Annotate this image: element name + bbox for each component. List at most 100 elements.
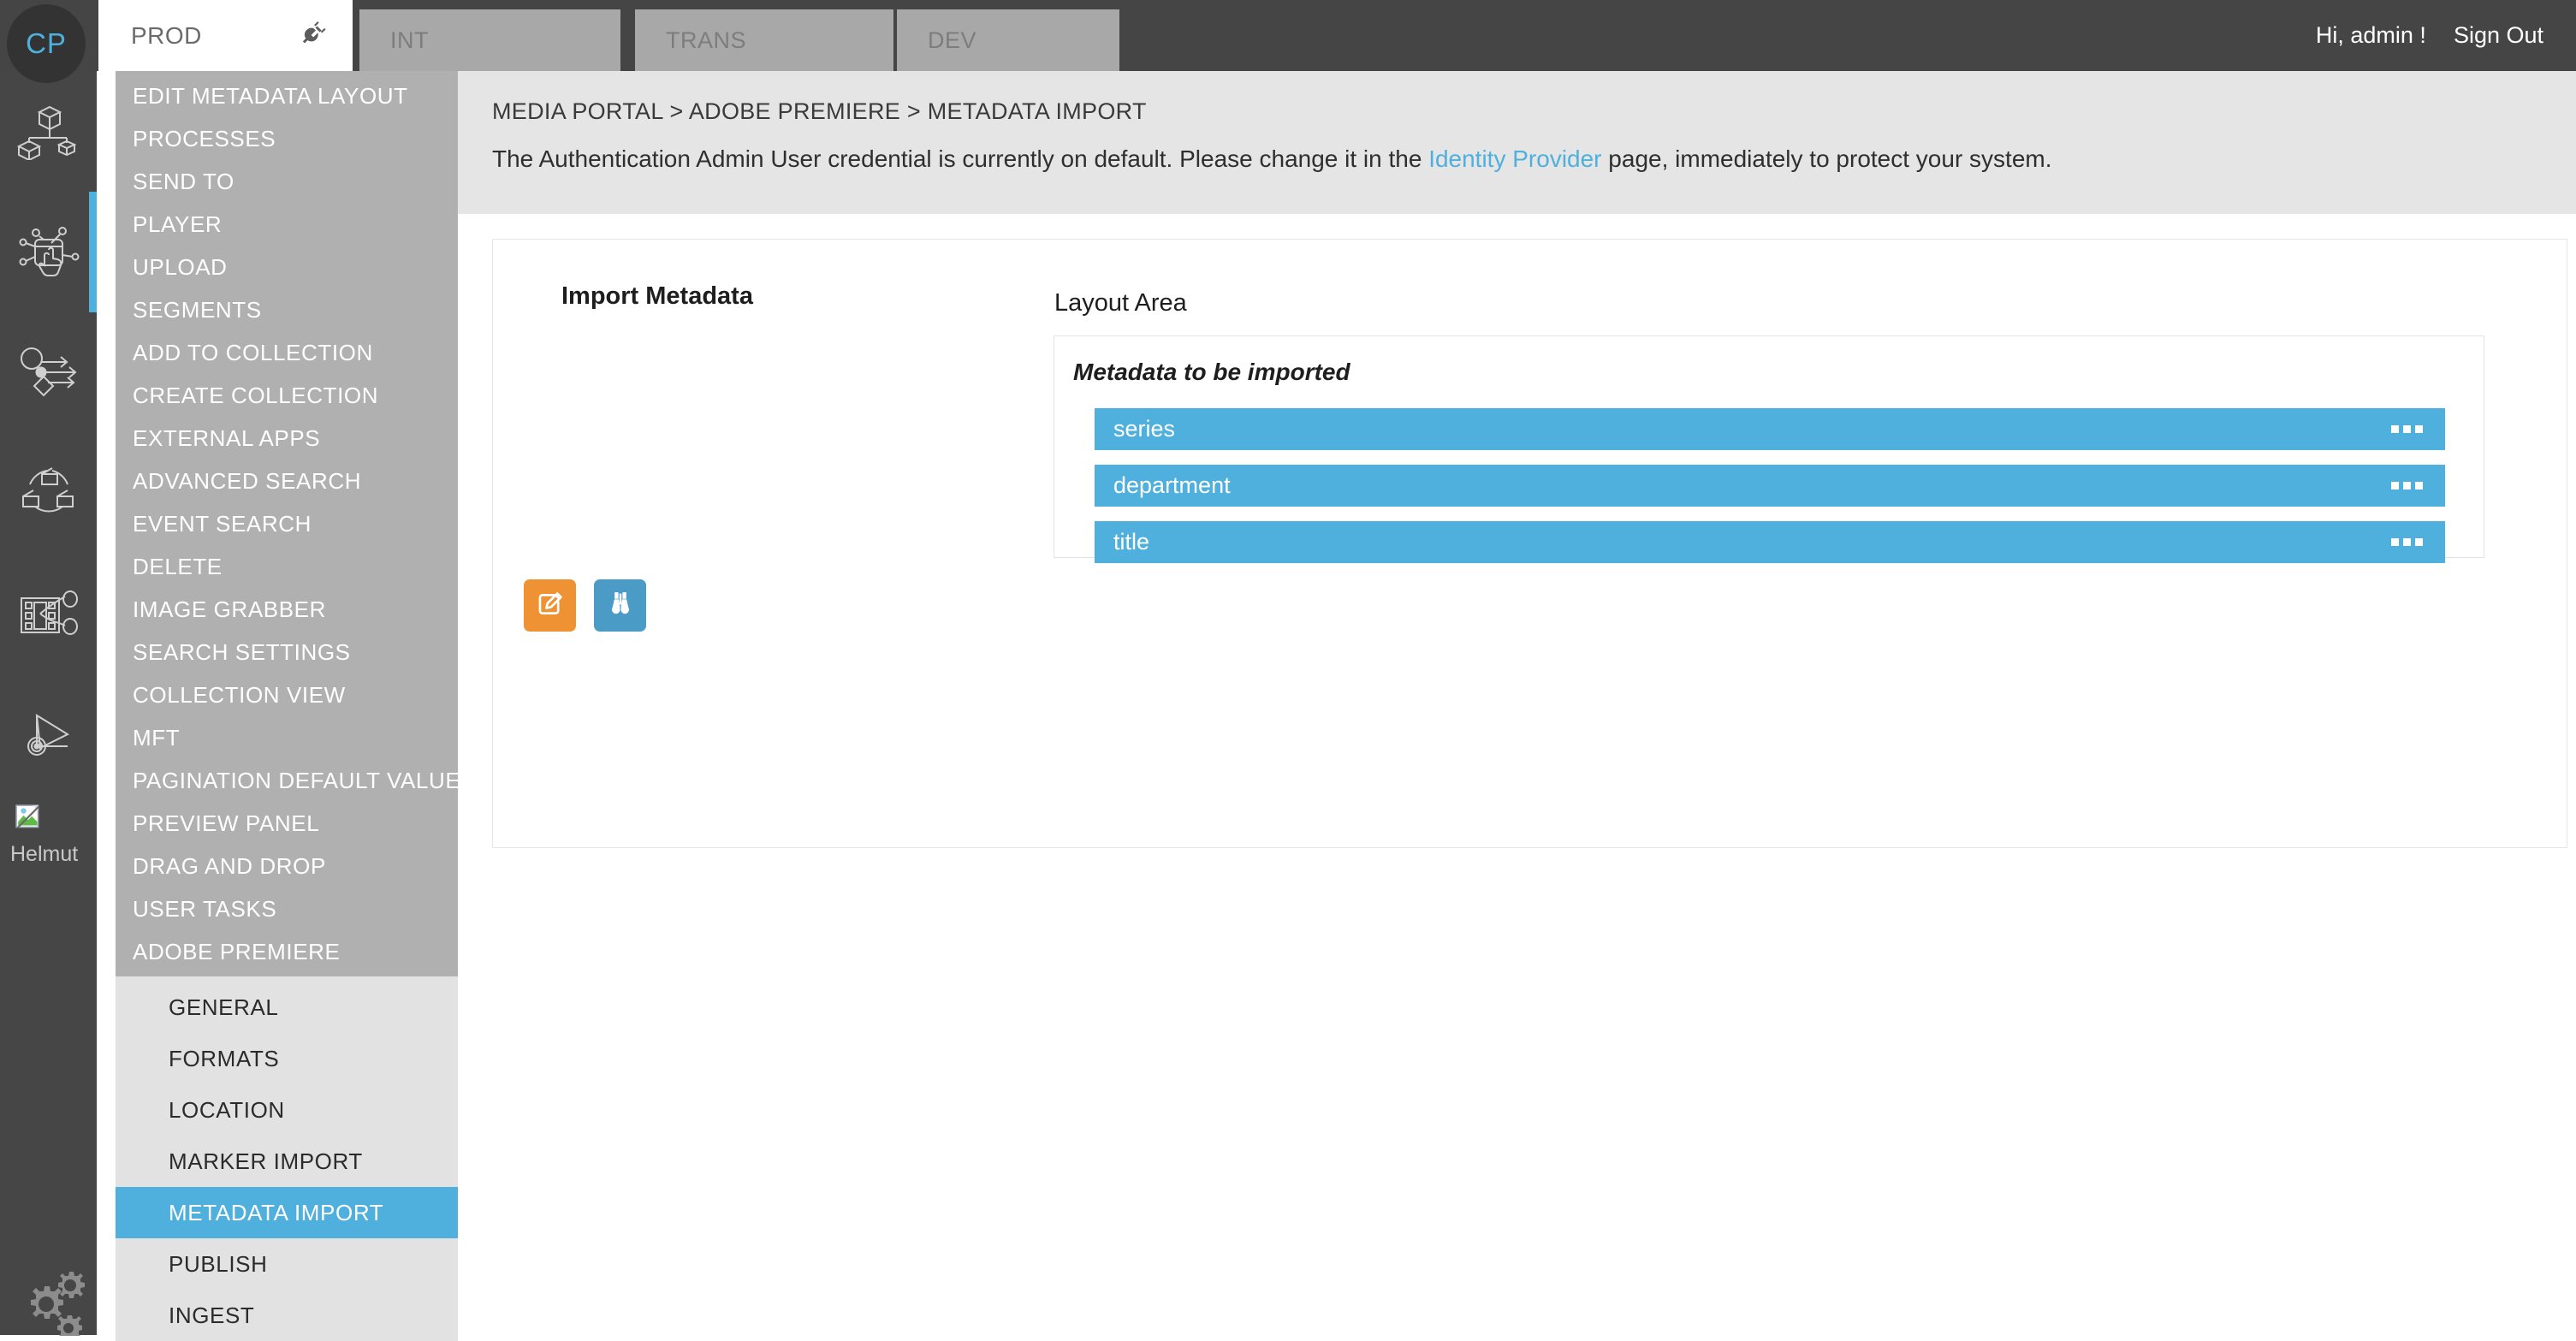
sidebar-item-add-to-collection[interactable]: ADD TO COLLECTION xyxy=(116,331,458,374)
metadata-row[interactable]: series xyxy=(1095,408,2445,450)
rail-item-cubes-network[interactable] xyxy=(0,71,97,192)
sidebar-item-label: EVENT SEARCH xyxy=(133,510,312,537)
notice-bar: MEDIA PORTAL > ADOBE PREMIERE > METADATA… xyxy=(458,71,2576,214)
sidebar-item-label: ADVANCED SEARCH xyxy=(133,467,362,494)
sidebar-item-advanced-search[interactable]: ADVANCED SEARCH xyxy=(116,460,458,502)
sidebar-item-event-search[interactable]: EVENT SEARCH xyxy=(116,502,458,545)
sidebar-item-send-to[interactable]: SEND TO xyxy=(116,160,458,203)
submenu-item-label: FORMATS xyxy=(169,1045,280,1071)
greeting-label: Hi, admin ! xyxy=(2315,22,2426,48)
sign-out-link[interactable]: Sign Out xyxy=(2453,22,2543,48)
submenu-item-label: METADATA IMPORT xyxy=(169,1199,384,1225)
submenu-item-general[interactable]: GENERAL xyxy=(116,982,458,1033)
sidebar-item-mft[interactable]: MFT xyxy=(116,716,458,759)
preview-button[interactable] xyxy=(594,579,646,632)
binoculars-icon xyxy=(606,590,635,621)
gears-icon xyxy=(12,1272,86,1340)
rail-item-helmut[interactable]: Helmut xyxy=(0,795,97,898)
sidebar-item-preview-panel[interactable]: PREVIEW PANEL xyxy=(116,802,458,845)
rail-item-click-interaction[interactable] xyxy=(0,192,97,312)
submenu-item-formats[interactable]: FORMATS xyxy=(116,1033,458,1084)
sidebar-item-search-settings[interactable]: SEARCH SETTINGS xyxy=(116,631,458,673)
content-area: MEDIA PORTAL > ADOBE PREMIERE > METADATA… xyxy=(458,71,2576,1335)
metadata-field-list: series department title xyxy=(1095,408,2445,578)
drag-handle-icon[interactable] xyxy=(2391,482,2423,490)
sidebar-item-label: DRAG AND DROP xyxy=(133,852,326,879)
env-tab-trans-label: TRANS xyxy=(666,27,747,53)
sidebar-item-edit-metadata-layout[interactable]: EDIT METADATA LAYOUT xyxy=(116,74,458,117)
plug-icon xyxy=(301,20,329,51)
marker-playhead-icon xyxy=(18,709,80,762)
sidebar-item-user-tasks[interactable]: USER TASKS xyxy=(116,887,458,930)
drag-handle-icon[interactable] xyxy=(2391,538,2423,546)
sidebar-item-label: EXTERNAL APPS xyxy=(133,424,321,451)
sidebar-item-player[interactable]: PLAYER xyxy=(116,203,458,246)
layout-area-title: Layout Area xyxy=(1054,289,1187,317)
notice-text-after: page, immediately to protect your system… xyxy=(1601,145,2052,172)
env-tab-trans[interactable]: TRANS xyxy=(635,9,893,71)
rail-item-workflow-arrows[interactable] xyxy=(0,312,97,433)
metadata-row[interactable]: department xyxy=(1095,465,2445,507)
rail-item-marker-playhead[interactable] xyxy=(0,674,97,795)
submenu-item-ingest[interactable]: INGEST xyxy=(116,1290,458,1341)
settings-gears-button[interactable] xyxy=(12,1262,86,1340)
sidebar-item-label: SEARCH SETTINGS xyxy=(133,638,351,665)
sidebar-item-adobe-premiere[interactable]: ADOBE PREMIERE xyxy=(116,930,458,973)
brand-label: CP xyxy=(26,27,67,59)
identity-provider-link[interactable]: Identity Provider xyxy=(1428,145,1602,172)
submenu-item-marker-import[interactable]: MARKER IMPORT xyxy=(116,1136,458,1187)
action-button-group xyxy=(524,579,646,632)
sidebar-item-label: SEND TO xyxy=(133,168,234,194)
sidebar-item-delete[interactable]: DELETE xyxy=(116,545,458,588)
sidebar-item-create-collection[interactable]: CREATE COLLECTION xyxy=(116,374,458,417)
sidebar-item-drag-and-drop[interactable]: DRAG AND DROP xyxy=(116,845,458,887)
sidebar-item-label: DELETE xyxy=(133,553,223,579)
metadata-row[interactable]: title xyxy=(1095,521,2445,563)
sidebar-item-label: PLAYER xyxy=(133,211,223,237)
sidebar-item-processes[interactable]: PROCESSES xyxy=(116,117,458,160)
sidebar-menu: EDIT METADATA LAYOUT PROCESSES SEND TO PLAY… xyxy=(116,71,460,1341)
brand-logo[interactable]: CP xyxy=(7,4,86,83)
workflow-arrows-icon xyxy=(15,347,82,400)
sidebar-item-collection-view[interactable]: COLLECTION VIEW xyxy=(116,673,458,716)
breadcrumb: MEDIA PORTAL > ADOBE PREMIERE > METADATA… xyxy=(492,98,1147,124)
sidebar-item-pagination-default-value[interactable]: PAGINATION DEFAULT VALUE xyxy=(116,759,460,802)
sidebar-item-label: IMAGE GRABBER xyxy=(133,596,326,622)
submenu-item-label: MARKER IMPORT xyxy=(169,1148,363,1174)
sidebar-item-upload[interactable]: UPLOAD xyxy=(116,246,458,288)
submenu-item-publish[interactable]: PUBLISH xyxy=(116,1238,458,1290)
sidebar-item-external-apps[interactable]: EXTERNAL APPS xyxy=(116,417,458,460)
sidebar-item-label: ADD TO COLLECTION xyxy=(133,339,373,365)
sidebar-item-label: PREVIEW PANEL xyxy=(133,810,320,836)
env-tab-prod[interactable]: PROD xyxy=(98,0,353,71)
import-metadata-title: Import Metadata xyxy=(561,282,753,310)
layout-panel: Metadata to be imported series department… xyxy=(1054,335,2484,563)
env-tab-prod-label: PROD xyxy=(131,21,202,49)
sidebar-item-label: PROCESSES xyxy=(133,125,276,151)
sidebar-item-label: ADOBE PREMIERE xyxy=(133,938,341,964)
sidebar-item-label: USER TASKS xyxy=(133,895,277,922)
rail-item-transcode-cycle[interactable] xyxy=(0,433,97,554)
submenu-item-metadata-import[interactable]: METADATA IMPORT xyxy=(116,1187,458,1238)
sidebar-item-image-grabber[interactable]: IMAGE GRABBER xyxy=(116,588,458,631)
sidebar-item-label: COLLECTION VIEW xyxy=(133,681,346,708)
rail-item-helmut-label: Helmut xyxy=(10,842,79,866)
top-bar: PROD INT TRANS DEV Hi, admin ! Sign Out xyxy=(0,0,2576,71)
edit-button[interactable] xyxy=(524,579,576,632)
rail-item-film-scissors[interactable] xyxy=(0,554,97,674)
transcode-cycle-icon xyxy=(18,466,80,520)
metadata-import-card: Import Metadata Layout Area Metadata to … xyxy=(492,239,2567,848)
env-tab-int[interactable]: INT xyxy=(359,9,620,71)
submenu-item-label: GENERAL xyxy=(169,994,279,1020)
submenu-item-location[interactable]: LOCATION xyxy=(116,1084,458,1136)
env-tab-dev-label: DEV xyxy=(928,27,977,53)
panel-heading: Metadata to be imported xyxy=(1073,359,1350,385)
drag-handle-icon[interactable] xyxy=(2391,425,2423,433)
sidebar-item-segments[interactable]: SEGMENTS xyxy=(116,288,458,331)
sidebar-item-label: EDIT METADATA LAYOUT xyxy=(133,82,408,109)
edit-pencil-icon xyxy=(536,590,565,621)
sidebar-item-label: UPLOAD xyxy=(133,253,228,280)
env-tab-dev[interactable]: DEV xyxy=(897,9,1119,71)
notice-message: The Authentication Admin User credential… xyxy=(492,145,2576,173)
submenu-item-label: PUBLISH xyxy=(169,1250,268,1277)
